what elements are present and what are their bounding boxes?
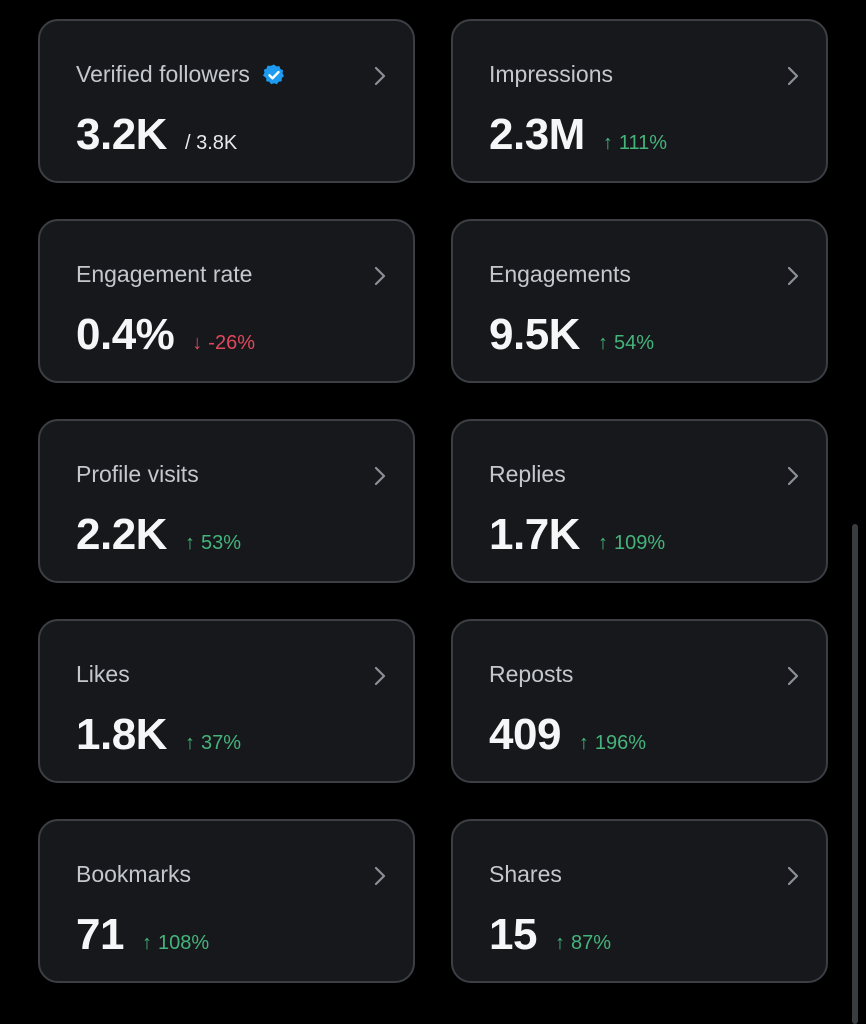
- metric-card-engagements[interactable]: Engagements 9.5K ↑ 54%: [451, 219, 828, 383]
- arrow-up-icon: ↑: [554, 932, 565, 954]
- metric-delta: ↑ 37%: [185, 733, 241, 753]
- scrollbar[interactable]: [852, 524, 858, 1024]
- metric-value: 1.7K: [489, 510, 580, 559]
- metric-card-impressions[interactable]: Impressions 2.3M ↑ 111%: [451, 19, 828, 183]
- metric-label-row: Reposts: [489, 661, 573, 688]
- metric-total: / 3.8K: [184, 132, 238, 154]
- metric-value-row: 1.7K ↑ 109%: [489, 513, 665, 557]
- metric-value: 9.5K: [489, 310, 580, 359]
- metric-delta-value: 111%: [618, 132, 668, 154]
- metric-value-row: 2.3M ↑ 111%: [489, 113, 667, 157]
- arrow-up-icon: ↑: [578, 732, 589, 754]
- metric-value: 409: [489, 710, 561, 759]
- metric-label-row: Engagement rate: [76, 261, 252, 288]
- metric-delta-value: 109%: [613, 532, 666, 554]
- metric-card-replies[interactable]: Replies 1.7K ↑ 109%: [451, 419, 828, 583]
- metric-delta: ↑ 111%: [603, 133, 667, 153]
- metric-label-row: Engagements: [489, 261, 631, 288]
- metric-label: Engagement rate: [76, 261, 253, 287]
- metric-label: Engagements: [489, 261, 631, 287]
- metric-value-row: 0.4% ↓ -26%: [76, 313, 255, 357]
- metric-delta-value: 54%: [613, 332, 654, 354]
- metric-value-row: 71 ↑ 108%: [76, 913, 209, 957]
- chevron-right-icon[interactable]: [369, 665, 391, 687]
- metric-value-row: 3.2K / 3.8K: [76, 113, 237, 157]
- metric-value: 2.2K: [76, 510, 167, 559]
- chevron-right-icon[interactable]: [782, 865, 804, 887]
- metric-delta: ↓ -26%: [192, 333, 255, 353]
- metric-delta: ↑ 108%: [142, 933, 209, 953]
- metric-label-row: Replies: [489, 461, 566, 488]
- chevron-right-icon[interactable]: [369, 265, 391, 287]
- metric-card-verified-followers[interactable]: Verified followers 3.2K / 3.8K: [38, 19, 415, 183]
- metric-value: 71: [76, 910, 124, 959]
- metric-value-row: 15 ↑ 87%: [489, 913, 611, 957]
- metric-card-engagement-rate[interactable]: Engagement rate 0.4% ↓ -26%: [38, 219, 415, 383]
- metric-delta: ↑ 196%: [579, 733, 646, 753]
- metric-card-profile-visits[interactable]: Profile visits 2.2K ↑ 53%: [38, 419, 415, 583]
- metric-delta: ↑ 109%: [598, 533, 665, 553]
- metric-value-row: 1.8K ↑ 37%: [76, 713, 241, 757]
- metric-delta: ↑ 53%: [185, 533, 241, 553]
- metric-delta: ↑ 54%: [598, 333, 654, 353]
- metric-delta-value: 53%: [200, 532, 241, 554]
- metric-delta-value: 87%: [570, 932, 611, 954]
- chevron-right-icon[interactable]: [782, 665, 804, 687]
- metric-delta-value: 108%: [157, 932, 210, 954]
- chevron-right-icon[interactable]: [782, 465, 804, 487]
- chevron-right-icon[interactable]: [369, 65, 391, 87]
- chevron-right-icon[interactable]: [782, 265, 804, 287]
- metric-label: Verified followers: [76, 61, 250, 87]
- metric-value-row: 409 ↑ 196%: [489, 713, 646, 757]
- metric-value: 1.8K: [76, 710, 167, 759]
- metric-label-row: Bookmarks: [76, 861, 191, 888]
- metrics-grid: Verified followers 3.2K / 3.8K Impressio…: [38, 19, 828, 983]
- metric-label-row: Likes: [76, 661, 130, 688]
- verified-badge-icon: [262, 64, 284, 84]
- metric-value: 15: [489, 910, 537, 959]
- metric-label-row: Impressions: [489, 61, 613, 88]
- metric-delta-value: -26%: [208, 332, 255, 354]
- metric-delta-value: 37%: [200, 732, 241, 754]
- metric-label: Likes: [76, 661, 130, 687]
- metric-value: 0.4%: [76, 310, 175, 359]
- arrow-up-icon: ↑: [597, 532, 608, 554]
- metric-card-reposts[interactable]: Reposts 409 ↑ 196%: [451, 619, 828, 783]
- metric-card-likes[interactable]: Likes 1.8K ↑ 37%: [38, 619, 415, 783]
- chevron-right-icon[interactable]: [369, 465, 391, 487]
- metric-label: Bookmarks: [76, 861, 192, 887]
- metric-value: 2.3M: [489, 110, 585, 159]
- metric-value: 3.2K: [76, 110, 167, 159]
- arrow-up-icon: ↑: [141, 932, 152, 954]
- metric-label-row: Profile visits: [76, 461, 199, 488]
- arrow-up-icon: ↑: [184, 732, 195, 754]
- arrow-up-icon: ↑: [184, 532, 195, 554]
- metric-label: Reposts: [489, 661, 574, 687]
- metric-label: Shares: [489, 861, 562, 887]
- metric-label: Replies: [489, 461, 566, 487]
- metric-card-bookmarks[interactable]: Bookmarks 71 ↑ 108%: [38, 819, 415, 983]
- arrow-up-icon: ↑: [597, 332, 608, 354]
- metric-card-shares[interactable]: Shares 15 ↑ 87%: [451, 819, 828, 983]
- metric-label-row: Shares: [489, 861, 562, 888]
- metric-value-row: 2.2K ↑ 53%: [76, 513, 241, 557]
- chevron-right-icon[interactable]: [782, 65, 804, 87]
- arrow-down-icon: ↓: [192, 332, 203, 354]
- metric-value-row: 9.5K ↑ 54%: [489, 313, 654, 357]
- chevron-right-icon[interactable]: [369, 865, 391, 887]
- metric-delta: ↑ 87%: [555, 933, 611, 953]
- metric-label: Impressions: [489, 61, 613, 87]
- metric-label: Profile visits: [76, 461, 199, 487]
- metric-label-row: Verified followers: [76, 61, 286, 88]
- arrow-up-icon: ↑: [602, 132, 613, 154]
- metric-delta-value: 196%: [594, 732, 647, 754]
